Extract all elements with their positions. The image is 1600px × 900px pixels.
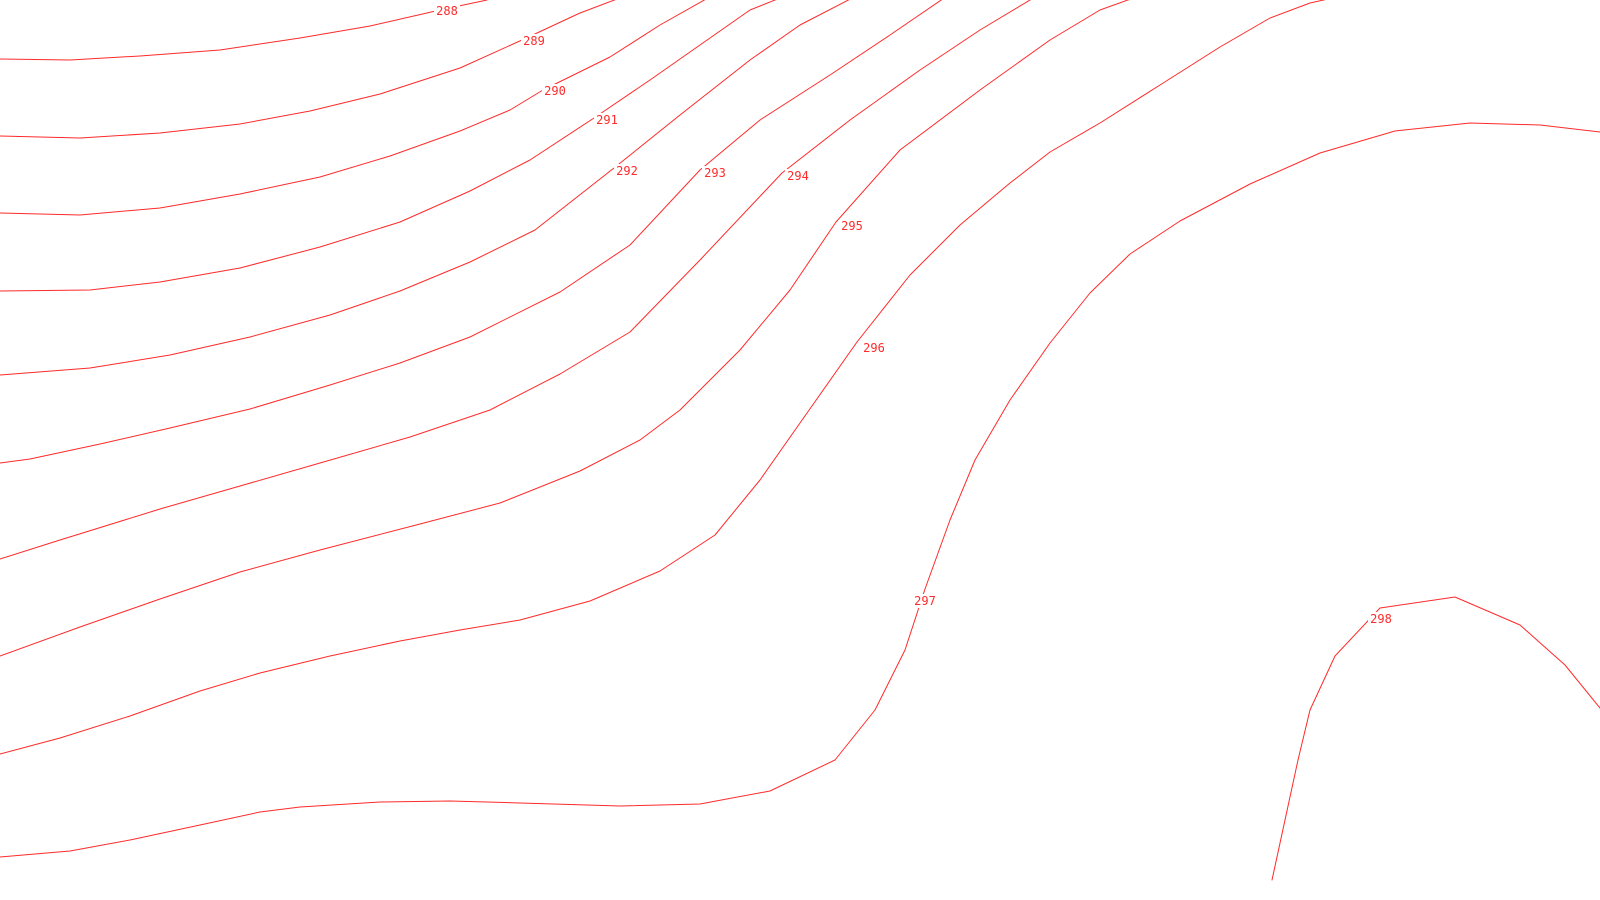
contour-label-291: 291 [594,113,620,127]
contour-line-293 [0,0,943,464]
contour-line-295 [0,0,1130,657]
contour-label-295: 295 [839,219,865,233]
contour-label-296: 296 [861,341,887,355]
contour-lines [0,0,1600,881]
contour-line-289 [0,0,616,139]
contour-line-291 [0,0,777,292]
contour-line-288 [0,0,488,61]
contour-label-290: 290 [542,84,568,98]
contour-label-text: 292 [616,164,638,178]
contour-label-text: 294 [787,169,809,183]
contour-line-294 [0,0,1031,560]
contour-label-text: 290 [544,84,566,98]
contour-label-text: 288 [436,4,458,18]
contour-label-text: 298 [1370,612,1392,626]
contour-label-289: 289 [521,34,547,48]
contour-label-297: 297 [912,594,938,608]
contour-label-294: 294 [785,169,811,183]
contour-line-292 [0,0,850,376]
contour-line-296 [0,0,1326,755]
contour-label-text: 289 [523,34,545,48]
contour-label-293: 293 [702,166,728,180]
contour-labels: 288 289 290 291 292 293 294 295 [434,4,1394,626]
contour-line-290 [0,0,706,216]
contour-label-text: 291 [596,113,618,127]
contour-line-297 [0,122,1600,858]
contour-label-288: 288 [434,4,460,18]
contour-label-text: 297 [914,594,936,608]
contour-line-298 [1271,596,1600,881]
contour-label-text: 296 [863,341,885,355]
contour-label-text: 293 [704,166,726,180]
contour-label-292: 292 [614,164,640,178]
contour-label-298: 298 [1368,612,1394,626]
contour-label-text: 295 [841,219,863,233]
